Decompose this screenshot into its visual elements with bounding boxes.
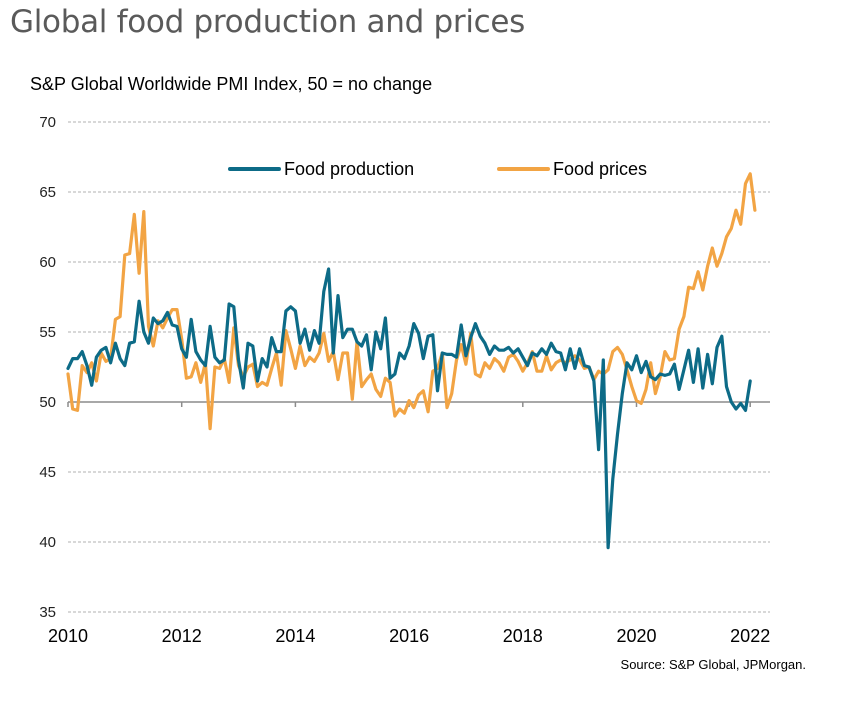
legend-label-food-production: Food production <box>284 159 414 179</box>
x-tick-label: 2022 <box>730 626 770 646</box>
x-tick-label: 2010 <box>48 626 88 646</box>
x-tick-label: 2012 <box>162 626 202 646</box>
legend: Food production Food prices <box>228 159 647 179</box>
x-tick-label: 2018 <box>503 626 543 646</box>
y-tick-label: 45 <box>39 464 56 481</box>
y-tick-label: 60 <box>39 254 56 271</box>
x-tick-label: 2014 <box>275 626 315 646</box>
source-note: Source: S&P Global, JPMorgan. <box>620 657 806 672</box>
y-axis: 35 40 45 50 55 60 65 70 <box>39 114 56 621</box>
series-line-food-prices <box>66 172 757 431</box>
y-tick-label: 55 <box>39 324 56 341</box>
x-axis: 2010 2012 2014 2016 2018 2020 2022 <box>48 401 770 646</box>
series-lines <box>66 172 757 550</box>
y-tick-label: 65 <box>39 184 56 201</box>
x-tick-label: 2020 <box>616 626 656 646</box>
y-tick-label: 50 <box>39 394 56 411</box>
y-tick-label: 40 <box>39 534 56 551</box>
series-line-food-production <box>66 267 752 550</box>
x-tick-label: 2016 <box>389 626 429 646</box>
legend-label-food-prices: Food prices <box>553 159 647 179</box>
chart-subtitle: S&P Global Worldwide PMI Index, 50 = no … <box>30 74 433 94</box>
chart-title: Global food production and prices <box>10 4 526 40</box>
y-tick-label: 35 <box>39 604 56 621</box>
y-tick-label: 70 <box>39 114 56 131</box>
gridlines <box>68 121 770 613</box>
